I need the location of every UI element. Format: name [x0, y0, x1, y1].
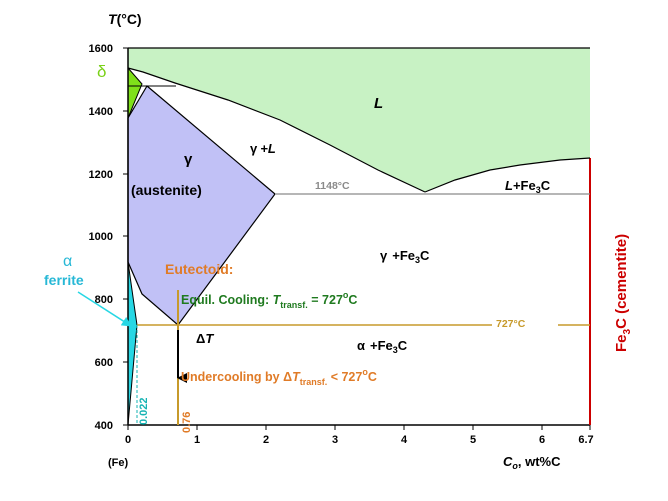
- liquid-region: [128, 48, 590, 192]
- alpha-symbol-label: α: [63, 253, 72, 270]
- y-tick-label: 1000: [89, 231, 113, 243]
- austenite-label: (austenite): [131, 182, 202, 198]
- undercooling-label: Undercooling by ΔTtransf. < 727oC: [181, 367, 377, 387]
- ferrite-pointer: [77, 291, 132, 327]
- y-tick-label: 800: [95, 294, 113, 306]
- y-tick-label: 1200: [89, 169, 113, 181]
- delta-t-label: ΔT: [196, 331, 214, 346]
- liquid-plus-cementite-label: L+Fe3C: [505, 178, 551, 195]
- y-ticks: [123, 47, 128, 426]
- gamma-plus-cementite-label: γ +Fe3C: [380, 248, 430, 265]
- gamma-plus-liquid-label: γ +L: [250, 141, 276, 156]
- liquidus-right: [424, 157, 591, 193]
- x-tick-label: 1: [194, 434, 200, 446]
- liquidus-left: [127, 67, 426, 193]
- y-tick-label: 400: [95, 420, 113, 432]
- x-axis-title: Co, wt%C: [503, 454, 561, 471]
- alpha-ferrite-region: [127, 261, 138, 426]
- liquid-label: L: [374, 95, 383, 112]
- y-tick-label: 600: [95, 357, 113, 369]
- austenite-region: [127, 85, 276, 326]
- y-tick-label: 1600: [89, 43, 113, 55]
- y-tick-label: 1400: [89, 106, 113, 118]
- y-axis-title: T(°C): [108, 11, 142, 27]
- alpha-max-composition-label: 0.022: [138, 397, 150, 425]
- cementite-label: Fe3C (cementite): [613, 234, 633, 352]
- equilibrium-cooling-label: Equil. Cooling: Ttransf. = 727oC: [181, 290, 357, 310]
- x-tick-label: 6: [539, 434, 545, 446]
- eutectoid-temp-label: 727°C: [496, 318, 526, 330]
- x-ticks: [127, 425, 591, 430]
- eutectoid-title: Eutectoid:: [165, 261, 233, 277]
- x-tick-label: 4: [401, 434, 408, 446]
- x-tick-label: 3: [332, 434, 338, 446]
- y-tick-labels: 1600 1400 1200 1000 800 600 400: [89, 43, 113, 432]
- eutectic-temp-label: 1148°C: [315, 180, 350, 192]
- x-tick-labels: 0 1 2 3 4 5 6 6.7: [125, 434, 594, 446]
- alpha-plus-cementite-label: α +Fe3C: [357, 338, 408, 355]
- x-tick-label: 2: [263, 434, 269, 446]
- x-tick-label: 5: [470, 434, 476, 446]
- fe-origin-label: (Fe): [108, 457, 129, 469]
- delta-label: δ: [97, 62, 106, 81]
- x-tick-label: 6.7: [578, 434, 593, 446]
- eutectoid-composition-label: 0.76: [181, 412, 193, 433]
- x-tick-label: 0: [125, 434, 131, 446]
- gamma-label: γ: [184, 151, 193, 168]
- ferrite-label: ferrite: [44, 272, 84, 288]
